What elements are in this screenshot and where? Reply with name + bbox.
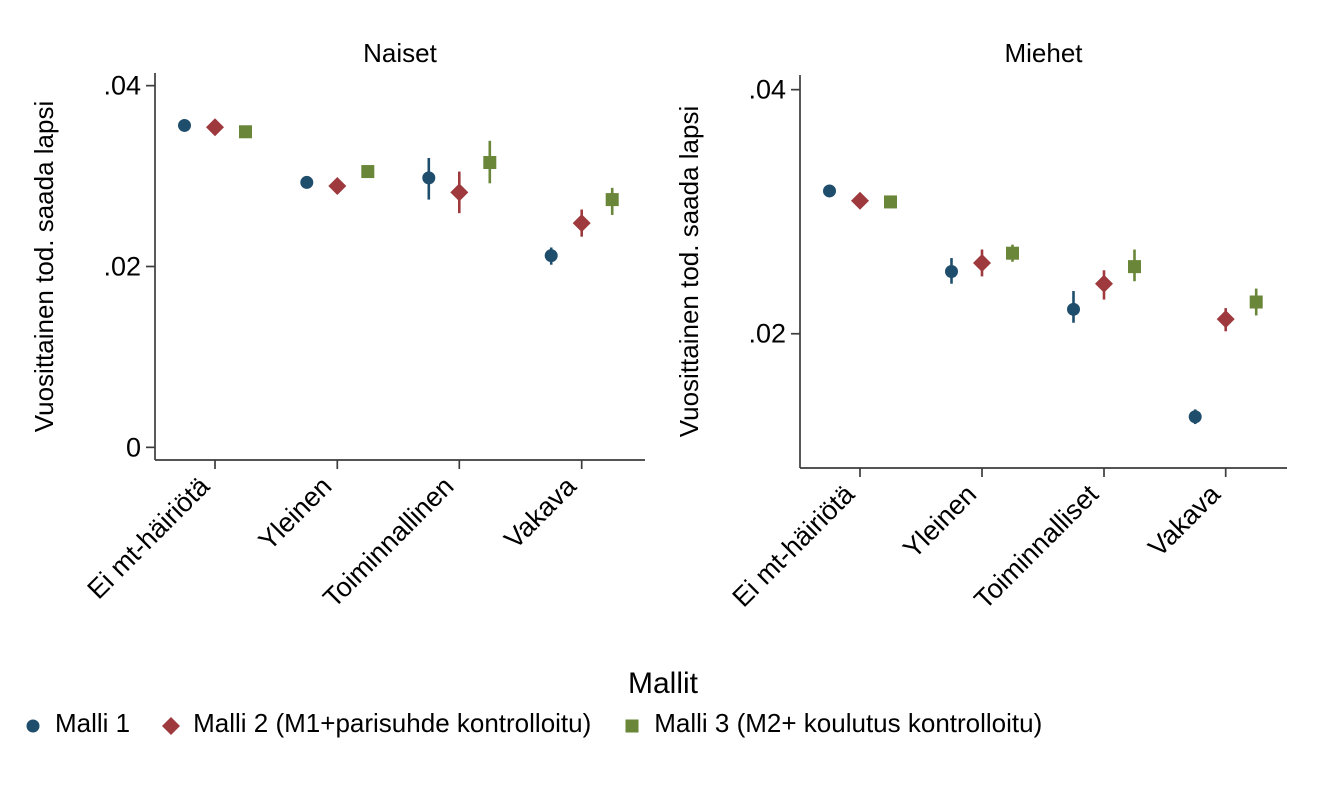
legend-marker-shape [26, 719, 40, 732]
series-malli-3 [884, 195, 1263, 316]
square-marker-icon [621, 713, 643, 735]
data-point-marker [1067, 302, 1080, 316]
data-point-marker [206, 118, 224, 137]
x-tick-label: Yleinen [253, 471, 338, 556]
data-point-marker [973, 253, 991, 272]
y-axis-title: Vuosittainen tod. saada lapsi [674, 106, 704, 438]
diamond-marker-icon [160, 713, 182, 735]
x-tick-label: Toiminnallinen [317, 471, 459, 613]
x-tick-label: Ei mt-häiriötä [727, 478, 861, 612]
data-point-marker [823, 184, 836, 198]
panel-title: Naiset [363, 38, 437, 68]
data-point-marker [483, 156, 497, 170]
data-point-marker [1188, 410, 1202, 424]
data-point-marker [328, 177, 347, 196]
x-tick-label: Vakava [1142, 478, 1226, 562]
data-point-marker [1095, 274, 1113, 293]
series-malli-2 [851, 191, 1235, 332]
legend-item-malli-1: Malli 1 [22, 708, 130, 739]
y-axis-title: Vuosittainen tod. saada lapsi [29, 101, 59, 433]
legend-item-malli-2: Malli 2 (M1+parisuhde kontrolloitu) [160, 708, 591, 739]
data-point-marker [422, 171, 436, 185]
circle-marker-icon [22, 713, 44, 735]
square-glyph [625, 719, 639, 732]
data-point-marker [239, 125, 252, 139]
series-malli-1 [178, 118, 558, 265]
series-malli-3 [239, 125, 619, 215]
legend-items: Malli 1 Malli 2 (M1+parisuhde kontrolloi… [0, 708, 1326, 739]
data-point-marker [945, 265, 958, 278]
y-tick-label: .04 [103, 71, 141, 101]
data-point-marker [300, 175, 314, 189]
legend-item-label: Malli 3 (M2+ koulutus kontrolloitu) [654, 708, 1043, 738]
data-point-marker [178, 118, 191, 132]
legend-title: Mallit [627, 667, 698, 700]
data-point-marker [1249, 295, 1263, 309]
data-point-marker [884, 195, 897, 209]
legend-item-malli-3: Malli 3 (M2+ koulutus kontrolloitu) [621, 708, 1042, 739]
data-point-marker [450, 183, 469, 202]
legend-item-label: Malli 2 (M1+parisuhde kontrolloitu) [193, 708, 592, 738]
diamond-glyph [162, 716, 181, 735]
data-point-marker [605, 193, 619, 207]
x-tick-label: Vakava [498, 470, 582, 554]
x-tick-label: Toiminnalliset [968, 479, 1104, 615]
legend-marker-shape [625, 719, 639, 732]
y-tick-label: .04 [748, 75, 786, 105]
x-tick-label: Yleinen [897, 479, 982, 564]
data-point-marker [572, 214, 591, 233]
x-tick-label: Ei mt-häiriötä [82, 470, 216, 604]
data-point-marker [1006, 246, 1019, 260]
y-tick-label: .02 [103, 252, 141, 282]
panel-miehet: .02 .04 Ei mt-häiriötä YleinenToiminnallise… [674, 38, 1287, 615]
data-point-marker [361, 165, 375, 179]
y-tick-label: .02 [748, 319, 786, 349]
series-malli-1 [823, 184, 1202, 425]
data-point-marker [1216, 310, 1235, 329]
panel-title: Miehet [1004, 38, 1083, 68]
data-point-marker [544, 249, 558, 263]
legend: Mallit Malli 1 Malli 2 (M1+parisuhde kon… [0, 668, 1326, 739]
circle-glyph [26, 719, 40, 732]
y-tick-label: 0 [126, 432, 141, 462]
panel-naiset: 0 .02 .04 Ei mt-häiriötä YleinenToiminnallin… [29, 38, 645, 613]
data-point-marker [851, 191, 869, 210]
series-malli-2 [206, 118, 591, 237]
legend-item-label: Malli 1 [55, 708, 131, 738]
legend-marker-shape [162, 716, 181, 735]
data-point-marker [1128, 260, 1141, 274]
